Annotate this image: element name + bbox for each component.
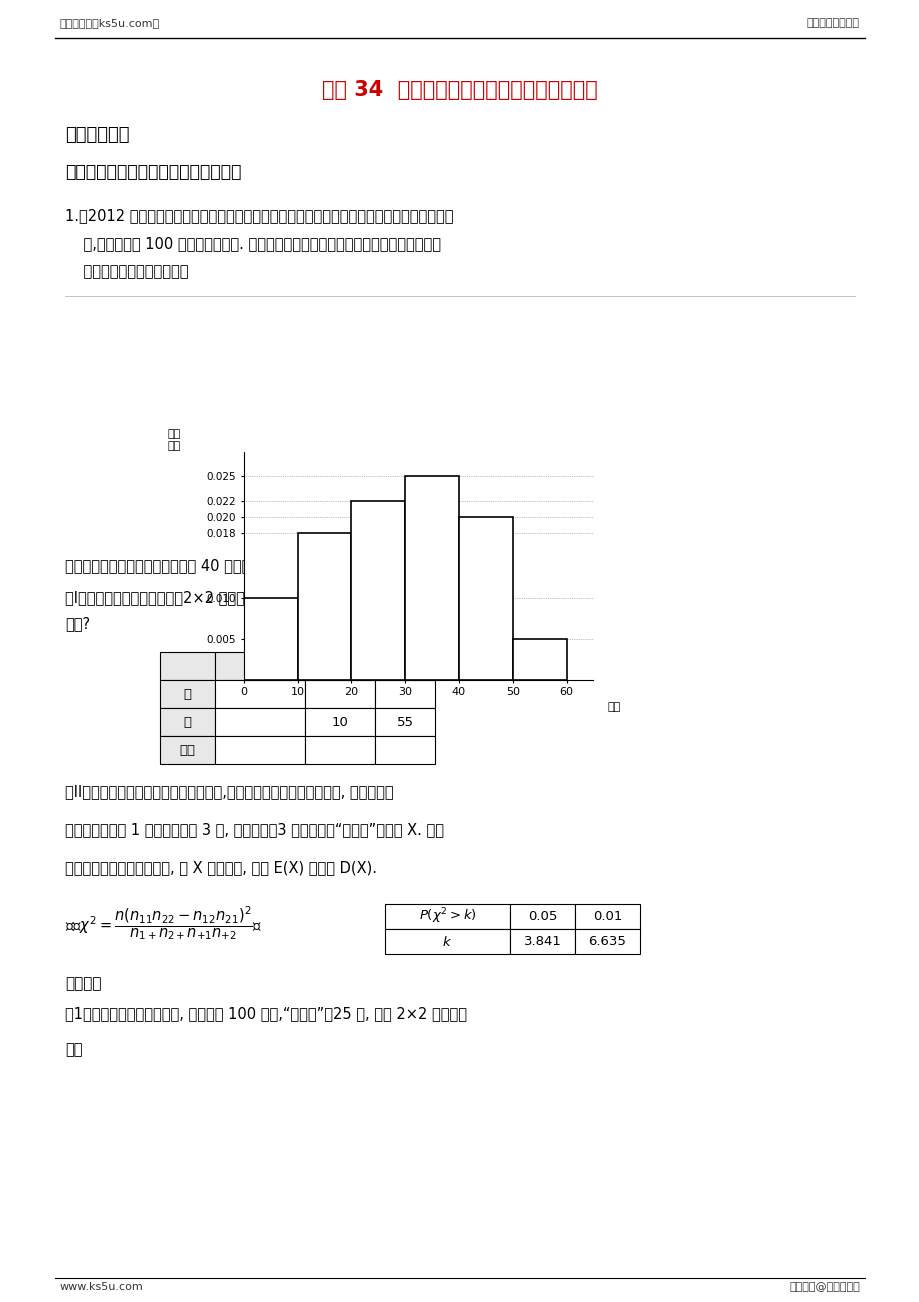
FancyBboxPatch shape (160, 652, 215, 680)
FancyBboxPatch shape (305, 680, 375, 708)
FancyBboxPatch shape (215, 736, 305, 764)
Text: 将日均收看该体育节目时间不低于 40 分钟的观众称为“体育迷”.: 将日均收看该体育节目时间不低于 40 分钟的观众称为“体育迷”. (65, 559, 331, 573)
Text: 下：: 下： (65, 1042, 83, 1057)
Text: 频率
组距: 频率 组距 (167, 430, 180, 450)
FancyBboxPatch shape (305, 736, 375, 764)
Text: 版权所有@高考资源网: 版权所有@高考资源网 (789, 1282, 859, 1292)
Text: 况,随机抖取了 100 名观众进行调查. 下面是根据调查结果绘制的观众日均收看该体育节: 况,随机抖取了 100 名观众进行调查. 下面是根据调查结果绘制的观众日均收看该… (65, 236, 440, 251)
FancyBboxPatch shape (384, 930, 509, 954)
Bar (244, 599, 297, 680)
FancyBboxPatch shape (160, 736, 215, 764)
Text: 您身边的高考专家: 您身边的高考专家 (806, 18, 859, 29)
Text: 分钟: 分钟 (607, 703, 620, 712)
FancyBboxPatch shape (375, 708, 435, 736)
Text: 0.01: 0.01 (592, 910, 621, 923)
FancyBboxPatch shape (160, 680, 215, 708)
Bar (512, 639, 566, 680)
Bar (404, 477, 459, 680)
Text: 女: 女 (183, 716, 191, 729)
FancyBboxPatch shape (384, 904, 509, 930)
Text: 体育迷: 体育迷 (328, 660, 352, 673)
FancyBboxPatch shape (375, 736, 435, 764)
Text: 合计: 合计 (179, 743, 196, 756)
Text: 考点 34  离散型随机变量的均值与方差（理）: 考点 34 离散型随机变量的均值与方差（理） (322, 79, 597, 100)
Bar (459, 517, 512, 680)
Text: 合计: 合计 (397, 660, 413, 673)
FancyBboxPatch shape (305, 652, 375, 680)
FancyBboxPatch shape (574, 930, 640, 954)
Text: 热点一、频率分布直方图的绘制与应用: 热点一、频率分布直方图的绘制与应用 (65, 163, 241, 181)
Text: 6.635: 6.635 (588, 935, 626, 948)
Text: $P(\chi^2>k)$: $P(\chi^2>k)$ (418, 906, 476, 926)
Text: 样方法每次抖取 1 名观众，抖取 3 次, 记被抖取的3 名观众中的“体育迷”人数为 X. 若每: 样方法每次抖取 1 名观众，抖取 3 次, 记被抖取的3 名观众中的“体育迷”人… (65, 822, 444, 837)
Text: 非体育迷: 非体育迷 (244, 660, 276, 673)
Bar (351, 501, 404, 680)
Text: 0.05: 0.05 (528, 910, 557, 923)
FancyBboxPatch shape (375, 680, 435, 708)
Text: 男: 男 (183, 687, 191, 700)
Text: 【解析】: 【解析】 (65, 976, 101, 991)
FancyBboxPatch shape (215, 708, 305, 736)
Text: 【高考再现】: 【高考再现】 (65, 126, 130, 145)
Text: （1）由频率颢布直方图可知, 在抖取的 100 人中,“体育迷”有25 人, 从而 2×2 列联表如: （1）由频率颢布直方图可知, 在抖取的 100 人中,“体育迷”有25 人, 从… (65, 1006, 467, 1021)
FancyBboxPatch shape (509, 904, 574, 930)
FancyBboxPatch shape (215, 680, 305, 708)
Text: 1.（2012 年高考（辽宁理））电视传媒公司为了了解某地区电视观众对某类体育节目的收视情: 1.（2012 年高考（辽宁理））电视传媒公司为了了解某地区电视观众对某类体育节… (65, 208, 453, 223)
FancyBboxPatch shape (509, 930, 574, 954)
FancyBboxPatch shape (574, 904, 640, 930)
Text: $k$: $k$ (442, 935, 452, 948)
FancyBboxPatch shape (375, 652, 435, 680)
FancyBboxPatch shape (305, 708, 375, 736)
Text: （II）将上述调查所得到的频率视为概率,现在从该地区大量电视观众中, 采用随机抖: （II）将上述调查所得到的频率视为概率,现在从该地区大量电视观众中, 采用随机抖 (65, 784, 393, 799)
Text: 次抖取的结果是相互独立的, 求 X 的分布列, 期望 E(X) 和方差 D(X).: 次抖取的结果是相互独立的, 求 X 的分布列, 期望 E(X) 和方差 D(X)… (65, 861, 377, 875)
FancyBboxPatch shape (215, 652, 305, 680)
Text: 附：$\chi^2=\dfrac{n(n_{11}n_{22}-n_{12}n_{21})^2}{n_{1+}n_{2+}n_{+1}n_{+2}}$，: 附：$\chi^2=\dfrac{n(n_{11}n_{22}-n_{12}n_… (65, 904, 262, 941)
Text: 10: 10 (331, 716, 348, 729)
Text: 目时间的频率分布直方图：: 目时间的频率分布直方图： (65, 264, 188, 279)
Text: 高考资源网（ks5u.com）: 高考资源网（ks5u.com） (60, 18, 160, 29)
Text: 有关?: 有关? (65, 616, 90, 631)
Bar (297, 534, 351, 680)
Text: 3.841: 3.841 (523, 935, 561, 948)
Text: （I）根据已知条件完成下面的2×2 列联表, 并据此资料你是否认为“体育迷”与性别: （I）根据已知条件完成下面的2×2 列联表, 并据此资料你是否认为“体育迷”与性… (65, 590, 409, 605)
Text: www.ks5u.com: www.ks5u.com (60, 1282, 143, 1292)
FancyBboxPatch shape (160, 708, 215, 736)
Text: 55: 55 (396, 716, 413, 729)
